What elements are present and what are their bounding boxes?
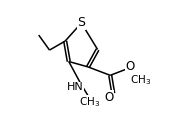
Text: HN: HN	[66, 82, 83, 92]
Text: CH$_3$: CH$_3$	[79, 95, 100, 109]
Text: O: O	[104, 91, 114, 104]
Text: CH$_3$: CH$_3$	[130, 73, 151, 87]
Text: O: O	[125, 60, 135, 73]
Text: S: S	[77, 16, 85, 29]
